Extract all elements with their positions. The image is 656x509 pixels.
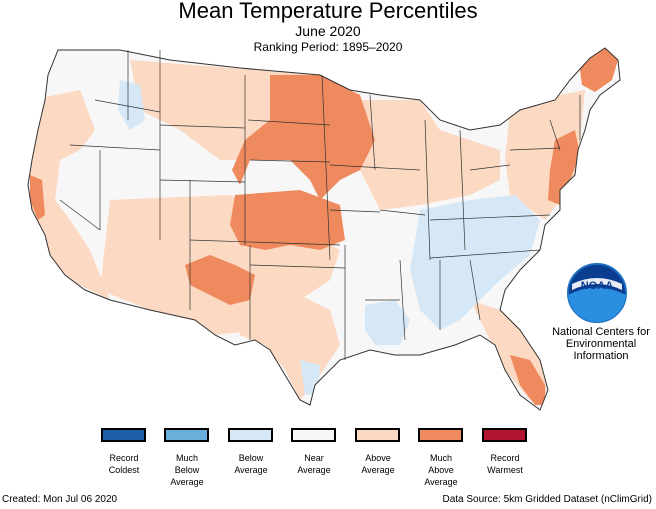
- map-subtitle: June 2020: [295, 23, 361, 39]
- region-above-average-midwest: [360, 100, 500, 210]
- region-below-average-louisiana: [365, 300, 410, 345]
- legend-swatch-record-warmest: [482, 428, 527, 442]
- region-much-above-average-new-mexico: [185, 255, 255, 305]
- legend-swatch-below-average: [228, 428, 273, 442]
- noaa-logo: NOAA: [567, 263, 627, 323]
- legend-swatch-much-above-average: [418, 428, 463, 442]
- legend-swatch-above-average: [355, 428, 400, 442]
- state-borders: [59, 50, 581, 360]
- region-much-above-average-california-coast: [30, 175, 45, 220]
- data-source: Data Source: 5km Gridded Dataset (nClimG…: [442, 494, 652, 505]
- legend-swatch-record-coldest: [101, 428, 146, 442]
- created-date: Created: Mon Jul 06 2020: [2, 494, 118, 505]
- ncei-caption: National Centers for Environmental Infor…: [552, 326, 650, 362]
- region-much-above-average-florida: [510, 355, 545, 405]
- region-much-above-average-colorado-kansas: [230, 190, 345, 250]
- legend-swatch-near-average: [291, 428, 336, 442]
- map-title: Mean Temperature Percentiles: [178, 0, 478, 23]
- legend-label-near-average: Near Average: [297, 453, 331, 475]
- region-below-average-appalachia: [410, 195, 540, 330]
- region-much-above-average-dakotas: [232, 75, 375, 200]
- noaa-logo-text: NOAA: [581, 280, 613, 292]
- ranking-period: Ranking Period: 1895–2020: [253, 40, 403, 54]
- legend-label-much-below-average: Much Below Average: [170, 453, 204, 487]
- legend-label-record-warmest: Record Warmest: [487, 453, 523, 475]
- region-above-average-west: [30, 90, 110, 300]
- legend: Record Coldest Much Below Average Below …: [0, 428, 656, 494]
- legend-label-much-above-average: Much Above Average: [424, 453, 458, 487]
- region-below-average-idaho: [118, 80, 145, 130]
- legend-label-above-average: Above Average: [361, 453, 395, 475]
- legend-label-below-average: Below Average: [234, 453, 268, 475]
- region-much-above-average-mid-atlantic: [548, 130, 580, 205]
- legend-swatch-much-below-average: [164, 428, 209, 442]
- temperature-fields: [28, 48, 620, 410]
- legend-label-record-coldest: Record Coldest: [108, 453, 140, 475]
